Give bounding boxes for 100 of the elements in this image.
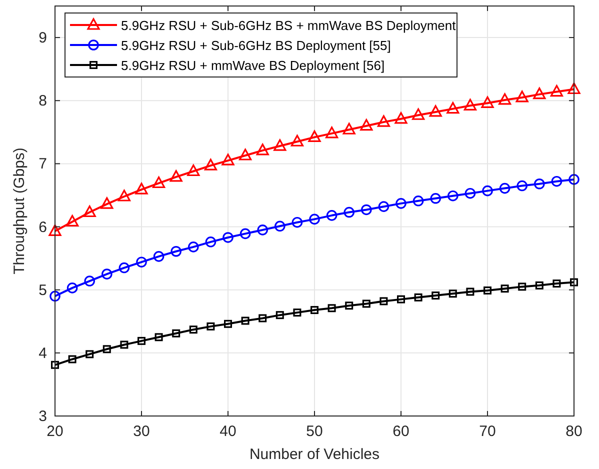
point <box>429 105 442 117</box>
point <box>482 185 493 196</box>
point <box>222 232 234 243</box>
point <box>448 290 457 298</box>
point <box>397 295 405 304</box>
point <box>135 182 148 194</box>
point <box>189 326 198 334</box>
point <box>412 196 424 206</box>
point <box>86 350 94 358</box>
point <box>396 198 406 209</box>
point <box>293 308 302 317</box>
point <box>380 297 388 306</box>
y-tick-label: 6 <box>38 218 47 236</box>
point <box>516 90 528 102</box>
point <box>170 170 182 182</box>
point <box>66 214 79 227</box>
point <box>326 210 338 221</box>
point <box>481 96 494 108</box>
point <box>172 329 180 338</box>
point <box>241 316 250 325</box>
point <box>258 314 267 322</box>
point <box>224 320 232 328</box>
point <box>257 224 268 236</box>
point <box>568 82 580 94</box>
point <box>361 204 372 216</box>
x-tick-label: 70 <box>479 423 496 440</box>
point <box>342 122 356 134</box>
point <box>51 360 59 369</box>
point <box>152 176 166 188</box>
y-tick-label: 8 <box>38 92 47 110</box>
point <box>136 256 147 268</box>
point <box>205 236 216 248</box>
point <box>466 288 474 296</box>
x-tick-label: 60 <box>392 423 410 440</box>
point <box>204 158 217 170</box>
point <box>344 206 354 218</box>
y-tick-label: 7 <box>38 156 47 173</box>
point <box>516 180 528 192</box>
point <box>68 355 76 364</box>
point <box>118 262 130 274</box>
point <box>83 205 96 218</box>
point <box>206 322 215 330</box>
x-tick-label: 20 <box>46 423 64 440</box>
point <box>310 306 318 314</box>
point <box>432 292 440 300</box>
point <box>188 242 199 252</box>
point <box>222 154 234 166</box>
point <box>138 336 146 345</box>
y-tick-label: 5 <box>38 282 47 299</box>
point <box>256 144 269 156</box>
point <box>446 102 460 114</box>
point <box>187 164 200 176</box>
point <box>240 228 251 240</box>
point <box>309 214 320 225</box>
point <box>535 281 544 290</box>
point <box>500 284 509 293</box>
legend-label: 5.9GHz RSU + mmWave BS Deployment [56] <box>121 58 385 73</box>
legend-label: 5.9GHz RSU + Sub-6GHz BS Deployment [55] <box>121 38 391 53</box>
legend-label: 5.9GHz RSU + Sub-6GHz BS + mmWave BS Deployment <box>121 18 456 33</box>
point <box>153 251 164 262</box>
point <box>48 224 62 236</box>
point <box>394 112 408 124</box>
point <box>484 286 492 294</box>
point <box>328 304 336 312</box>
point <box>290 134 304 146</box>
point <box>274 220 286 232</box>
point <box>551 176 562 187</box>
point <box>360 119 373 131</box>
point <box>550 84 563 97</box>
point <box>84 276 95 286</box>
point <box>568 174 580 185</box>
point <box>292 216 303 228</box>
point <box>120 340 128 349</box>
point <box>534 178 545 190</box>
point <box>518 282 526 291</box>
x-tick-label: 80 <box>566 423 582 440</box>
x-tick-label: 30 <box>133 423 150 440</box>
point <box>414 293 422 302</box>
point <box>308 130 321 142</box>
y-tick-label: 4 <box>38 344 47 362</box>
x-axis-title: Number of Vehicles <box>249 446 380 463</box>
point <box>464 188 476 199</box>
point <box>378 201 390 212</box>
point <box>448 190 458 202</box>
y-tick-label: 9 <box>38 30 47 47</box>
point <box>274 139 286 151</box>
point <box>362 300 370 308</box>
point <box>464 98 476 110</box>
point <box>552 280 561 288</box>
point <box>533 88 546 100</box>
point <box>412 108 425 120</box>
point <box>326 126 338 138</box>
point <box>170 246 182 257</box>
point <box>118 190 130 202</box>
y-axis-title: Throughput (Gbps) <box>11 148 28 274</box>
y-tick-label: 3 <box>38 408 47 425</box>
point <box>570 278 578 286</box>
point <box>66 282 78 294</box>
point <box>377 115 390 127</box>
point <box>239 148 252 160</box>
